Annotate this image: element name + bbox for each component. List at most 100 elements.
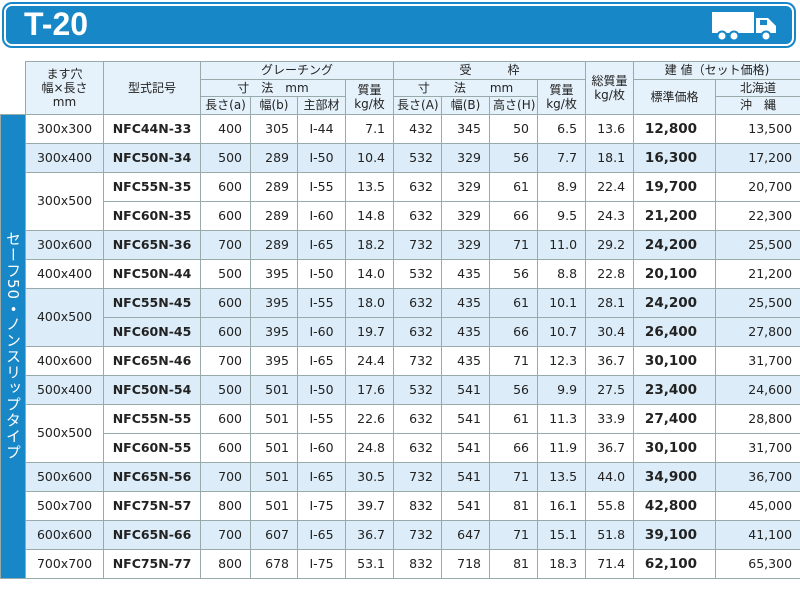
size: 300x500 — [25, 171, 104, 231]
frame-width: 435 — [441, 287, 491, 318]
frame-width: 647 — [441, 519, 491, 550]
width-header: 幅(b) — [250, 96, 298, 115]
standard-price: 21,200 — [633, 200, 717, 231]
label: mm — [52, 94, 77, 109]
dims-header: 寸 法 mm — [393, 78, 539, 97]
total-mass: 55.8 — [585, 490, 635, 521]
truck-icon — [712, 12, 776, 42]
row: 500x500 NFC55N-55 600 501 I-55 22.6 632 541 61 11… — [1, 403, 800, 463]
total-mass: 22.4 — [585, 171, 635, 202]
regional-price: 20,700 — [715, 171, 800, 202]
model: NFC65N-46 — [103, 345, 201, 376]
regional-price: 36,700 — [715, 461, 800, 492]
row: 600x600 NFC65N-66 700 607 I-65 36.7 732 647 71 15… — [1, 519, 800, 550]
frame-width: 329 — [441, 142, 491, 173]
frame-length: 532 — [393, 258, 443, 289]
regional-price: 28,800 — [715, 403, 800, 434]
standard-price: 16,300 — [633, 142, 717, 173]
frame-mass: 16.1 — [537, 490, 587, 521]
regional-price: 22,300 — [715, 200, 800, 231]
frame-width: 541 — [441, 432, 491, 463]
frame-header: 受 枠 — [393, 61, 587, 80]
row: 700x700 NFC75N-77 800 678 I-75 53.1 832 718 81 18… — [1, 548, 800, 579]
frame-length: 732 — [393, 461, 443, 492]
member: I-75 — [297, 548, 346, 579]
regional-price: 24,600 — [715, 374, 800, 405]
size: 600x600 — [25, 519, 104, 550]
member: I-50 — [297, 142, 346, 173]
standard-price: 20,100 — [633, 258, 717, 289]
grating-length: 700 — [200, 229, 251, 260]
grating-mass: 24.4 — [344, 345, 395, 376]
size-header: ます穴 幅×長さ mm — [25, 61, 104, 115]
frame-mass: 13.5 — [537, 461, 587, 492]
frame-height: 61 — [489, 403, 539, 434]
total-mass: 30.4 — [585, 316, 635, 347]
member: I-65 — [297, 229, 346, 260]
grating-length: 800 — [200, 490, 251, 521]
grating-mass: 7.1 — [344, 113, 395, 144]
model: NFC55N-55 — [103, 403, 201, 434]
label: ます穴 — [46, 66, 83, 81]
frame-height: 81 — [489, 490, 539, 521]
standard-price: 24,200 — [633, 229, 717, 260]
frame-height: 56 — [489, 258, 539, 289]
member: I-55 — [297, 403, 346, 434]
model: NFC50N-34 — [103, 142, 201, 173]
banner: T-20 — [2, 2, 796, 48]
grating-mass: 39.7 — [344, 490, 395, 521]
frame-mass: 18.3 — [537, 548, 587, 579]
size: 700x700 — [25, 548, 104, 579]
model: NFC75N-57 — [103, 490, 201, 521]
regional-price: 65,300 — [715, 548, 800, 579]
frame-height: 71 — [489, 519, 539, 550]
row: 400x500 NFC55N-45 600 395 I-55 18.0 632 435 61 10… — [1, 287, 800, 347]
grating-width: 501 — [250, 403, 298, 434]
frame-width: 345 — [441, 113, 491, 144]
regional-price: 25,500 — [715, 287, 800, 318]
grating-mass: 18.2 — [344, 229, 395, 260]
row: 300x400 NFC50N-34 500 289 I-50 10.4 532 329 56 7.… — [1, 142, 800, 173]
member-header: 主部材 — [297, 96, 346, 115]
total-mass: 24.3 — [585, 200, 635, 231]
width-header: 幅(B) — [441, 96, 491, 115]
frame-mass: 11.3 — [537, 403, 587, 434]
frame-width: 718 — [441, 548, 491, 579]
frame-mass: 6.5 — [537, 113, 587, 144]
size: 400x500 — [25, 287, 104, 347]
regional-price: 31,700 — [715, 345, 800, 376]
frame-width: 329 — [441, 171, 491, 202]
regional-price: 13,500 — [715, 113, 800, 144]
frame-width: 541 — [441, 374, 491, 405]
grating-length: 600 — [200, 200, 251, 231]
frame-width: 541 — [441, 403, 491, 434]
grating-mass: 17.6 — [344, 374, 395, 405]
size: 500x700 — [25, 490, 104, 521]
label: 幅×長さ — [41, 80, 88, 95]
frame-mass: 10.1 — [537, 287, 587, 318]
standard-price: 42,800 — [633, 490, 717, 521]
model: NFC50N-44 — [103, 258, 201, 289]
grating-width: 501 — [250, 461, 298, 492]
member: I-60 — [297, 316, 346, 347]
regional-price: 31,700 — [715, 432, 800, 463]
frame-height: 66 — [489, 432, 539, 463]
total-mass: 27.5 — [585, 374, 635, 405]
frame-height: 56 — [489, 142, 539, 173]
model: NFC44N-33 — [103, 113, 201, 144]
row: 500x700 NFC75N-57 800 501 I-75 39.7 832 541 81 16… — [1, 490, 800, 521]
standard-price: 24,200 — [633, 287, 717, 318]
size: 500x500 — [25, 403, 104, 463]
frame-height: 71 — [489, 229, 539, 260]
label: 質量 — [357, 82, 382, 97]
standard-price: 62,100 — [633, 548, 717, 579]
grating-mass: 14.0 — [344, 258, 395, 289]
frame-width: 541 — [441, 461, 491, 492]
grating-mass: 14.8 — [344, 200, 395, 231]
size: 500x400 — [25, 374, 104, 405]
grating-width: 395 — [250, 258, 298, 289]
standard-price: 26,400 — [633, 316, 717, 347]
member: I-55 — [297, 171, 346, 202]
size: 300x300 — [25, 113, 104, 144]
